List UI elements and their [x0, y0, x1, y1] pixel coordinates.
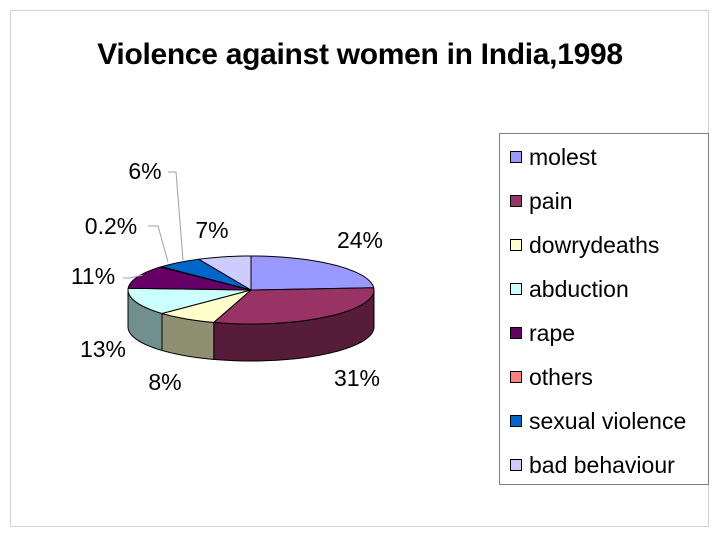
data-label-abduction: 13% — [80, 336, 126, 362]
data-label-molest: 24% — [337, 227, 383, 253]
pie-labels: 24% 31% 8% 13% 11% 0.2% 6% 7% — [71, 158, 383, 395]
legend: molest pain dowrydeaths abduction rape others… — [499, 133, 709, 485]
legend-label: abduction — [529, 275, 629, 302]
legend-item-molest: molest — [510, 142, 597, 172]
legend-label: sexual violence — [529, 407, 687, 434]
legend-item-rape: rape — [510, 318, 575, 348]
legend-swatch — [510, 239, 522, 251]
pie-slice-pain — [213, 287, 375, 325]
legend-swatch — [510, 459, 522, 471]
legend-swatch — [510, 151, 522, 163]
pie-slice-dowrydeaths — [161, 289, 252, 323]
pie-slice-molest — [250, 255, 375, 291]
data-label-sexual-violence: 6% — [128, 158, 161, 184]
legend-label: rape — [529, 319, 576, 346]
legend-label: others — [529, 363, 593, 390]
legend-label: molest — [529, 143, 597, 170]
legend-label: pain — [529, 187, 573, 214]
pie-tops — [127, 255, 375, 325]
legend-swatch — [510, 195, 522, 207]
data-label-pain: 31% — [334, 365, 380, 391]
legend-item-sexual-violence: sexual violence — [510, 406, 686, 436]
legend-item-bad-behaviour: bad behaviour — [510, 450, 675, 480]
legend-item-dowrydeaths: dowrydeaths — [510, 230, 659, 260]
legend-label: dowrydeaths — [529, 231, 660, 258]
chart-title: Violence against women in India,1998 — [97, 38, 623, 71]
data-label-rape: 11% — [71, 263, 115, 289]
legend-item-others: others — [510, 362, 593, 392]
pie-slice-rape — [127, 266, 252, 291]
leader-line-sexual-violence — [168, 171, 184, 261]
legend-item-abduction: abduction — [510, 274, 629, 304]
data-label-dowrydeaths: 8% — [148, 369, 181, 395]
legend-swatch — [510, 371, 522, 383]
legend-item-pain: pain — [510, 186, 572, 216]
legend-swatch — [510, 327, 522, 339]
pie-slice-sexual-violence — [160, 258, 252, 291]
legend-swatch — [510, 415, 522, 427]
leader-line-rape — [123, 274, 144, 279]
leader-line-others — [148, 225, 169, 263]
legend-label: bad behaviour — [529, 451, 675, 478]
legend-swatch — [510, 283, 522, 295]
data-label-bad-behaviour: 7% — [195, 217, 228, 243]
pie-slice-abduction — [127, 287, 252, 314]
pie-leaders — [123, 171, 184, 279]
pie-slice-bad-behaviour — [198, 255, 252, 291]
data-label-others: 0.2% — [85, 213, 137, 239]
